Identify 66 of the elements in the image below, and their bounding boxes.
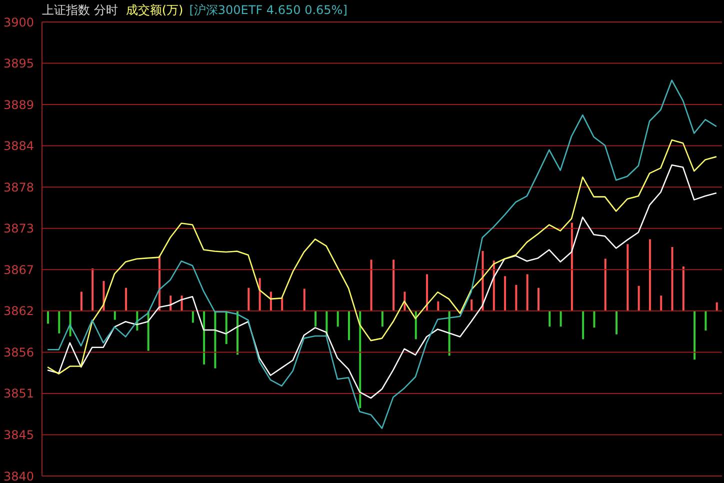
- bar: [147, 311, 150, 351]
- y-tick-label: 3862: [3, 304, 34, 318]
- text: [沪深300ETF 4.650 0.65%]: [189, 3, 348, 17]
- bar: [47, 311, 49, 324]
- y-tick-label: 3873: [3, 222, 34, 236]
- bar: [92, 268, 94, 312]
- bar: [270, 292, 272, 312]
- bar: [203, 311, 206, 364]
- bar: [414, 311, 417, 340]
- y-tick-label: 3900: [3, 15, 34, 30]
- bar: [526, 274, 528, 312]
- bar: [80, 292, 82, 312]
- bar: [537, 288, 540, 312]
- bar: [638, 286, 640, 312]
- chart-title: 上证指数 分时: [42, 3, 118, 17]
- y-tick-label: 3840: [3, 469, 34, 483]
- text: 成交额(万): [126, 3, 184, 17]
- y-tick-label: 3878: [3, 180, 34, 194]
- bar: [359, 311, 362, 408]
- bar: [437, 301, 440, 312]
- bar: [570, 222, 573, 312]
- bar: [515, 284, 518, 312]
- bar: [671, 247, 674, 312]
- line-series: [46, 164, 718, 399]
- bar: [593, 311, 596, 328]
- bar: [125, 288, 128, 312]
- bar: [716, 302, 718, 312]
- line-series: [46, 139, 718, 374]
- y-tick-label: 3884: [3, 139, 34, 154]
- bar: [392, 260, 395, 312]
- bar: [616, 311, 618, 334]
- bar: [258, 278, 261, 312]
- bar: [560, 311, 562, 327]
- bar: [660, 296, 662, 312]
- bar: [694, 311, 696, 360]
- bar: [682, 266, 684, 312]
- bar: [470, 299, 473, 312]
- bar: [381, 311, 384, 327]
- bar: [248, 288, 250, 312]
- y-tick-label: 3845: [3, 428, 34, 442]
- bar: [348, 311, 350, 340]
- bar: [336, 311, 339, 327]
- bar: [225, 311, 228, 344]
- bar: [704, 311, 707, 330]
- bar: [504, 276, 506, 312]
- bar: [448, 311, 450, 356]
- y-tick-label: 3895: [3, 56, 34, 70]
- bar: [582, 311, 584, 340]
- bar: [192, 311, 194, 323]
- bar: [214, 311, 216, 368]
- bar: [426, 274, 428, 312]
- bar: [303, 288, 306, 312]
- y-tick-label: 3867: [3, 262, 34, 277]
- bar: [648, 239, 651, 312]
- y-tick-label: 3889: [3, 98, 34, 112]
- bar: [236, 311, 239, 355]
- y-tick-label: 3856: [3, 345, 34, 360]
- bar: [314, 311, 317, 327]
- bar: [626, 244, 629, 312]
- bar: [58, 311, 60, 334]
- bar: [114, 311, 116, 320]
- y-tick-label: 3851: [3, 386, 34, 401]
- bar: [548, 311, 551, 327]
- bar: [604, 258, 606, 312]
- bar: [370, 260, 372, 312]
- line-series: [46, 80, 718, 429]
